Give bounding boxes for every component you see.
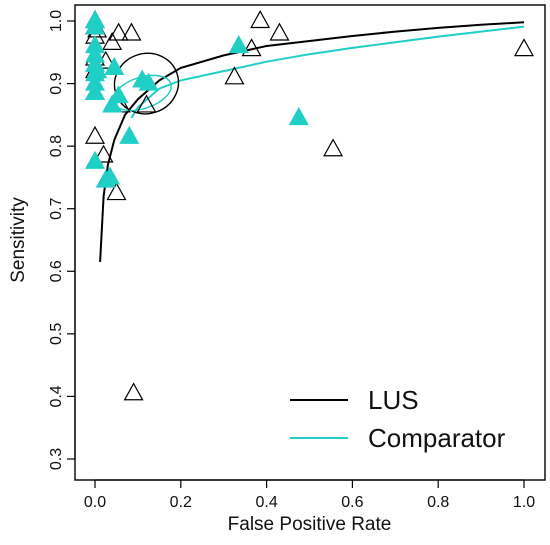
- data-point-lus: [513, 38, 535, 57]
- x-tick-label: 0.0: [84, 494, 106, 511]
- y-tick-label: 0.9: [48, 72, 65, 94]
- data-point-comparator: [84, 72, 106, 91]
- data-point-comparator: [138, 72, 159, 91]
- data-point-lus: [121, 22, 142, 41]
- x-tick-label: 0.8: [427, 494, 449, 511]
- y-tick-label: 0.6: [48, 260, 65, 282]
- data-point-lus: [269, 22, 290, 41]
- summary-curve-lus: [99, 21, 525, 262]
- data-point-lus: [84, 125, 106, 144]
- data-point-comparator: [84, 44, 106, 63]
- y-axis-title: Sensitivity: [8, 197, 29, 283]
- y-tick-label: 0.5: [48, 323, 65, 345]
- data-point-lus: [108, 22, 129, 41]
- data-point-lus: [123, 382, 144, 401]
- data-point-lus: [136, 94, 157, 113]
- x-tick-label: 1.0: [513, 494, 535, 511]
- y-tick-label: 0.4: [48, 385, 65, 407]
- data-point-comparator: [104, 56, 125, 76]
- y-tick-label: 0.3: [48, 448, 65, 470]
- data-point-comparator: [288, 107, 309, 126]
- data-point-comparator: [84, 150, 106, 169]
- x-tick-label: 0.6: [341, 494, 363, 511]
- data-point-lus: [224, 66, 245, 85]
- data-point-comparator: [87, 60, 108, 79]
- data-point-comparator: [119, 125, 140, 144]
- legend-label-lus: LUS: [368, 385, 419, 415]
- data-point-comparator: [102, 94, 123, 113]
- legend-label-comparator: Comparator: [368, 423, 506, 453]
- data-point-comparator: [84, 10, 106, 29]
- data-point-comparator: [108, 85, 129, 104]
- data-point-lus: [250, 10, 271, 29]
- x-axis-title: False Positive Rate: [228, 514, 392, 535]
- data-point-comparator: [228, 35, 249, 54]
- data-point-lus: [102, 31, 123, 50]
- data-point-lus: [241, 38, 262, 57]
- data-point-comparator: [84, 82, 106, 101]
- y-tick-label: 1.0: [48, 10, 65, 32]
- data-point-lus: [93, 144, 114, 163]
- y-tick-label: 0.8: [48, 135, 65, 157]
- x-tick-label: 0.2: [170, 494, 192, 511]
- data-point-comparator: [99, 166, 121, 185]
- data-point-comparator: [84, 35, 106, 54]
- x-tick-label: 0.4: [255, 494, 277, 511]
- y-tick-label: 0.7: [48, 197, 65, 219]
- data-point-lus: [323, 138, 344, 157]
- data-point-lus: [106, 182, 127, 201]
- summary-curve-comparator: [130, 25, 525, 119]
